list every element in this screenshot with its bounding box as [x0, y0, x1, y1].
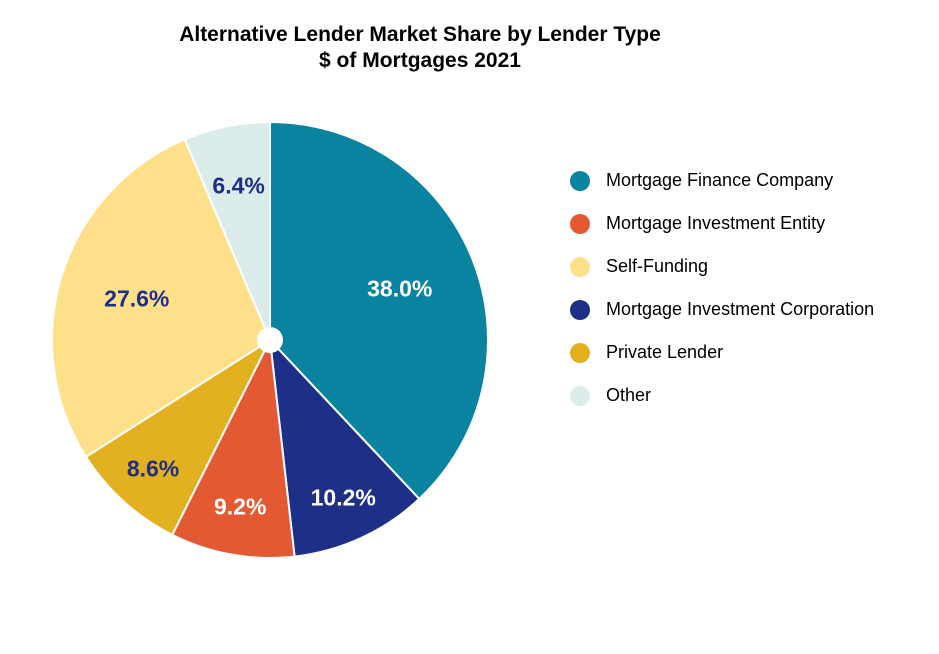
- legend-item: Private Lender: [570, 342, 874, 363]
- legend-marker: [570, 257, 590, 277]
- slice-label: 27.6%: [104, 285, 169, 312]
- legend-item: Other: [570, 385, 874, 406]
- legend-marker: [570, 300, 590, 320]
- legend-label: Self-Funding: [606, 256, 708, 277]
- legend-marker: [570, 214, 590, 234]
- slice-label: 9.2%: [214, 494, 266, 521]
- legend-item: Mortgage Investment Entity: [570, 213, 874, 234]
- chart-container: Alternative Lender Market Share by Lende…: [0, 0, 939, 654]
- slice-label: 8.6%: [127, 456, 179, 483]
- pie-chart: 38.0% 10.2% 9.2% 8.6% 27.6% 6.4%: [40, 110, 500, 570]
- legend-marker: [570, 343, 590, 363]
- slice-label: 10.2%: [311, 485, 376, 512]
- legend-item: Mortgage Finance Company: [570, 170, 874, 191]
- legend-marker: [570, 386, 590, 406]
- slice-label: 6.4%: [212, 173, 264, 200]
- legend-label: Private Lender: [606, 342, 723, 363]
- legend-label: Mortgage Investment Corporation: [606, 299, 874, 320]
- slice-label: 38.0%: [367, 275, 432, 302]
- legend-label: Other: [606, 385, 651, 406]
- legend-marker: [570, 171, 590, 191]
- pie-center-hole: [257, 327, 283, 353]
- chart-title: Alternative Lender Market Share by Lende…: [0, 22, 840, 75]
- legend: Mortgage Finance Company Mortgage Investm…: [570, 170, 874, 428]
- legend-item: Self-Funding: [570, 256, 874, 277]
- title-line-2: $ of Mortgages 2021: [319, 49, 521, 72]
- legend-item: Mortgage Investment Corporation: [570, 299, 874, 320]
- legend-label: Mortgage Finance Company: [606, 170, 833, 191]
- legend-label: Mortgage Investment Entity: [606, 213, 825, 234]
- title-line-1: Alternative Lender Market Share by Lende…: [179, 23, 661, 46]
